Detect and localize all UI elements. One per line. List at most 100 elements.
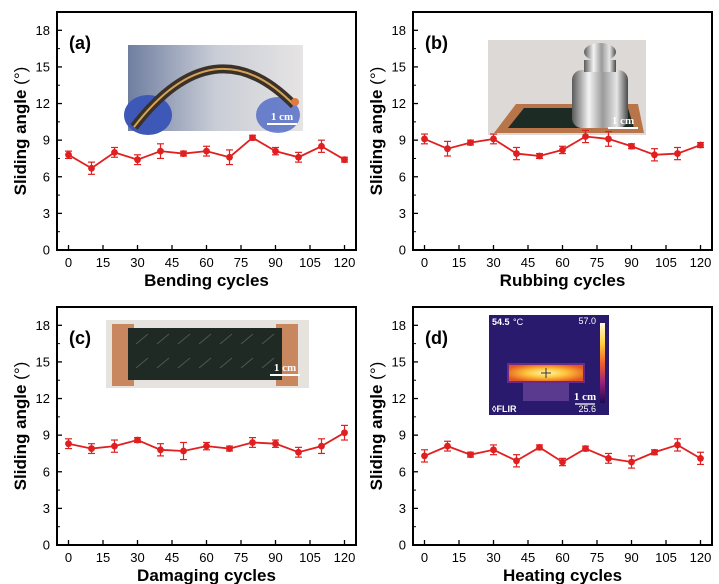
x-tick-label: 120 bbox=[690, 550, 712, 565]
data-point bbox=[318, 142, 325, 150]
scale-max-label: 57.0 bbox=[578, 316, 596, 326]
x-tick-label: 0 bbox=[65, 255, 72, 270]
scale-min-label: 25.6 bbox=[578, 404, 596, 414]
y-axis-label: Sliding angle (°) bbox=[11, 362, 30, 491]
data-point bbox=[628, 142, 635, 150]
data-point bbox=[88, 445, 95, 452]
y-tick-label: 12 bbox=[392, 96, 406, 111]
flir-logo: ◊FLIR bbox=[492, 404, 517, 414]
x-tick-label: 90 bbox=[268, 255, 282, 270]
x-tick-label: 15 bbox=[96, 255, 110, 270]
scratch bbox=[219, 357, 233, 369]
x-tick-label: 30 bbox=[130, 550, 144, 565]
scratch bbox=[156, 357, 170, 369]
y-tick-label: 9 bbox=[43, 428, 50, 443]
data-point bbox=[341, 429, 348, 437]
x-tick-label: 45 bbox=[521, 550, 535, 565]
y-tick-label: 6 bbox=[43, 169, 50, 184]
x-tick-label: 105 bbox=[655, 550, 677, 565]
x-axis-label: Bending cycles bbox=[144, 271, 269, 290]
x-tick-label: 15 bbox=[452, 550, 466, 565]
data-point bbox=[249, 134, 256, 142]
x-tick-label: 75 bbox=[234, 255, 248, 270]
y-tick-label: 15 bbox=[36, 354, 50, 369]
chart-panel-4: 0 3 6 9 12 15 18 0 15 30 45 60 75 90 105 120 Heating cyc… bbox=[367, 306, 713, 584]
data-point bbox=[111, 148, 118, 156]
y-tick-label: 18 bbox=[392, 318, 406, 333]
y-axis-label: Sliding angle (°) bbox=[367, 67, 386, 196]
data-point bbox=[467, 451, 474, 459]
data-point bbox=[490, 135, 497, 143]
panel-label: (c) bbox=[69, 328, 91, 348]
x-axis-label: Heating cycles bbox=[503, 566, 622, 584]
y-tick-label: 3 bbox=[399, 501, 406, 516]
data-point bbox=[421, 452, 428, 460]
x-tick-label: 45 bbox=[165, 550, 179, 565]
x-tick-label: 75 bbox=[234, 550, 248, 565]
data-point bbox=[605, 454, 612, 462]
temperature-readout: 54.5 bbox=[492, 317, 510, 327]
y-tick-label: 3 bbox=[43, 501, 50, 516]
temperature-unit: °C bbox=[513, 317, 524, 327]
data-point bbox=[651, 151, 658, 159]
x-tick-label: 120 bbox=[690, 255, 712, 270]
x-tick-label: 120 bbox=[334, 550, 356, 565]
y-tick-label: 6 bbox=[43, 464, 50, 479]
data-point bbox=[536, 152, 543, 160]
y-tick-label: 9 bbox=[43, 133, 50, 148]
x-tick-label: 30 bbox=[486, 255, 500, 270]
data-point bbox=[134, 156, 141, 164]
y-tick-label: 0 bbox=[399, 538, 406, 553]
x-tick-label: 105 bbox=[655, 255, 677, 270]
data-point bbox=[559, 458, 566, 466]
panel-label: (a) bbox=[69, 33, 91, 53]
x-tick-label: 105 bbox=[299, 255, 321, 270]
x-tick-label: 15 bbox=[452, 255, 466, 270]
data-point bbox=[134, 436, 141, 444]
y-tick-label: 15 bbox=[392, 354, 406, 369]
x-axis-label: Damaging cycles bbox=[137, 566, 276, 584]
scratch bbox=[177, 333, 191, 345]
data-point bbox=[651, 448, 658, 456]
scale-bar-label: 1 cm bbox=[271, 111, 293, 123]
scale-bar-label: 1 cm bbox=[574, 391, 596, 403]
y-axis-label: Sliding angle (°) bbox=[11, 67, 30, 196]
x-tick-label: 105 bbox=[299, 550, 321, 565]
data-point bbox=[582, 133, 589, 140]
data-point bbox=[513, 150, 520, 157]
x-tick-label: 0 bbox=[421, 550, 428, 565]
y-tick-label: 6 bbox=[399, 464, 406, 479]
x-tick-label: 45 bbox=[521, 255, 535, 270]
scratch bbox=[261, 333, 275, 345]
data-point bbox=[628, 458, 635, 466]
inset-photo: 54.5 °C 57.0 25.6 ◊FLIR 1 cm bbox=[489, 315, 609, 415]
data-point bbox=[444, 442, 451, 450]
y-tick-label: 6 bbox=[399, 169, 406, 184]
data-point bbox=[490, 446, 497, 454]
scratch bbox=[240, 333, 254, 345]
y-tick-label: 3 bbox=[43, 206, 50, 221]
y-tick-label: 15 bbox=[392, 59, 406, 74]
x-axis-label: Rubbing cycles bbox=[500, 271, 626, 290]
damaged-film bbox=[128, 328, 282, 380]
data-point bbox=[203, 442, 210, 450]
data-point bbox=[226, 445, 233, 452]
data-point bbox=[180, 150, 187, 157]
data-point bbox=[111, 442, 118, 450]
data-point bbox=[674, 441, 681, 449]
y-tick-label: 12 bbox=[36, 391, 50, 406]
data-point bbox=[65, 440, 72, 448]
x-tick-label: 45 bbox=[165, 255, 179, 270]
y-tick-label: 18 bbox=[36, 23, 50, 38]
x-tick-label: 60 bbox=[199, 255, 213, 270]
x-tick-label: 75 bbox=[590, 550, 604, 565]
data-point bbox=[444, 145, 451, 153]
y-tick-label: 12 bbox=[36, 96, 50, 111]
data-point bbox=[88, 164, 95, 172]
x-tick-label: 0 bbox=[65, 550, 72, 565]
data-point bbox=[180, 447, 187, 455]
data-point bbox=[272, 440, 279, 448]
weight-knob bbox=[584, 43, 616, 61]
x-tick-label: 75 bbox=[590, 255, 604, 270]
color-scale-bar bbox=[600, 323, 605, 403]
